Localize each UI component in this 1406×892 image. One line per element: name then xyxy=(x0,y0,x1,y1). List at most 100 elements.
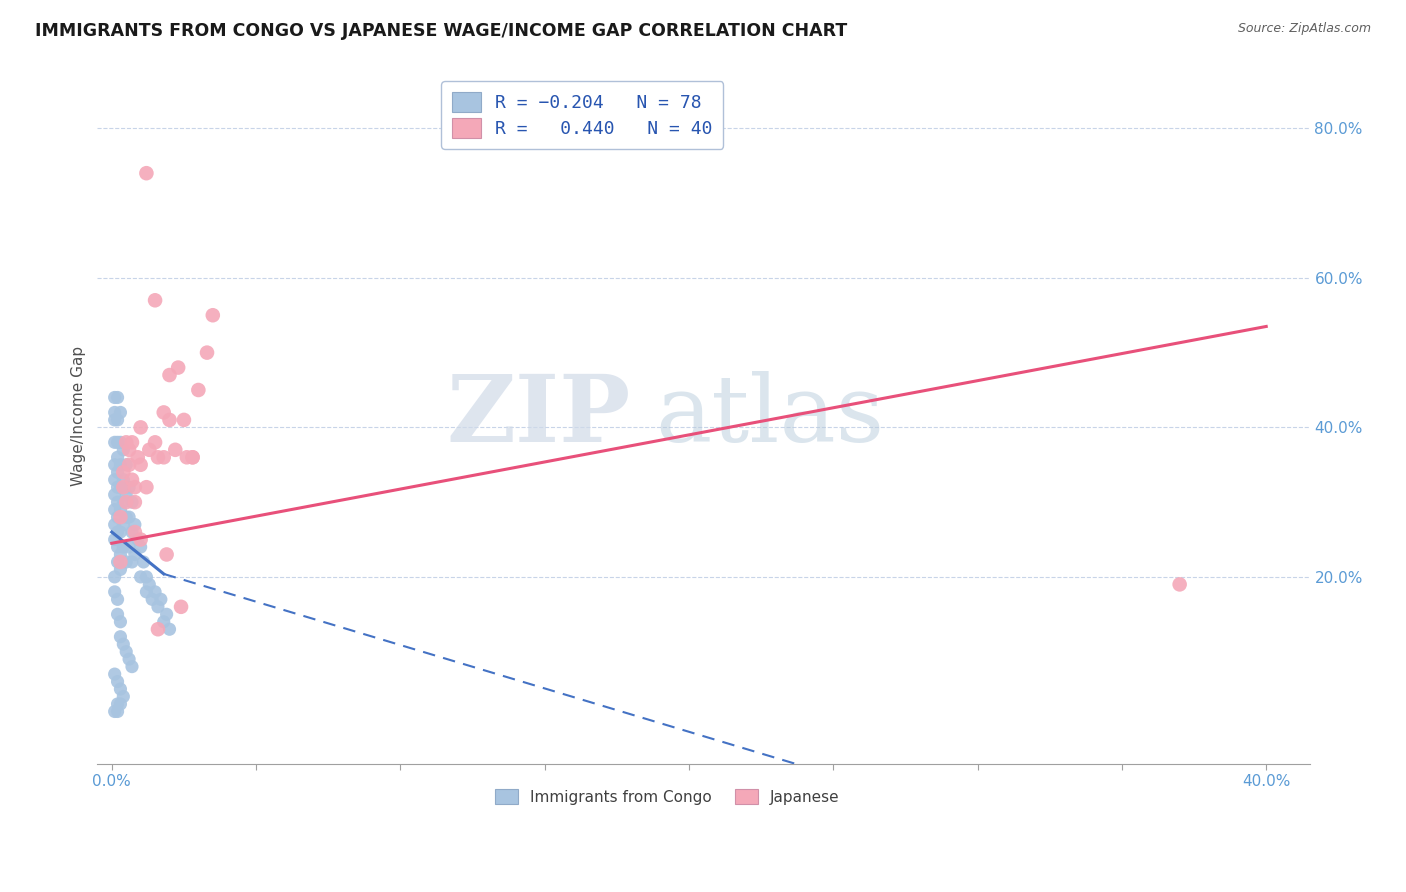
Point xyxy=(115,645,138,659)
Point xyxy=(104,391,127,405)
Point xyxy=(112,465,135,479)
Point xyxy=(104,517,127,532)
Point xyxy=(121,659,143,673)
Point xyxy=(118,442,141,457)
Y-axis label: Wage/Income Gap: Wage/Income Gap xyxy=(72,346,86,486)
Point xyxy=(107,413,129,427)
Point xyxy=(129,420,152,434)
Point xyxy=(146,450,169,465)
Point xyxy=(121,524,143,539)
Point xyxy=(110,548,132,562)
Point xyxy=(104,705,127,719)
Point xyxy=(1168,577,1191,591)
Point xyxy=(107,510,129,524)
Point xyxy=(107,540,129,554)
Point xyxy=(135,570,157,584)
Point xyxy=(146,599,169,614)
Point xyxy=(129,458,152,472)
Point xyxy=(121,435,143,450)
Point xyxy=(156,548,179,562)
Point xyxy=(104,405,127,419)
Point xyxy=(110,405,132,419)
Point xyxy=(124,524,146,539)
Point xyxy=(110,458,132,472)
Text: Source: ZipAtlas.com: Source: ZipAtlas.com xyxy=(1237,22,1371,36)
Legend: Immigrants from Congo, Japanese: Immigrants from Congo, Japanese xyxy=(484,778,851,815)
Point xyxy=(107,495,129,509)
Point xyxy=(181,450,204,465)
Point xyxy=(104,585,127,599)
Point xyxy=(115,495,138,509)
Point xyxy=(112,442,135,457)
Point xyxy=(118,540,141,554)
Point xyxy=(124,517,146,532)
Point xyxy=(107,607,129,622)
Point xyxy=(181,450,204,465)
Point xyxy=(121,473,143,487)
Point xyxy=(135,585,157,599)
Point xyxy=(112,517,135,532)
Point xyxy=(118,458,141,472)
Point xyxy=(143,585,166,599)
Text: ZIP: ZIP xyxy=(447,371,631,461)
Point xyxy=(110,555,132,569)
Point xyxy=(104,570,127,584)
Point xyxy=(110,435,132,450)
Point xyxy=(127,533,149,547)
Point xyxy=(107,705,129,719)
Point xyxy=(104,413,127,427)
Point xyxy=(146,622,169,636)
Point xyxy=(104,667,127,681)
Point xyxy=(110,502,132,516)
Point xyxy=(104,473,127,487)
Point xyxy=(165,442,187,457)
Point xyxy=(135,166,157,180)
Point xyxy=(115,435,138,450)
Point xyxy=(115,458,138,472)
Point xyxy=(176,450,198,465)
Point xyxy=(104,488,127,502)
Point xyxy=(104,533,127,547)
Point xyxy=(107,674,129,689)
Point xyxy=(167,360,190,375)
Point xyxy=(118,480,141,494)
Point xyxy=(159,413,181,427)
Point xyxy=(124,495,146,509)
Point xyxy=(107,450,129,465)
Text: IMMIGRANTS FROM CONGO VS JAPANESE WAGE/INCOME GAP CORRELATION CHART: IMMIGRANTS FROM CONGO VS JAPANESE WAGE/I… xyxy=(35,22,848,40)
Point xyxy=(115,488,138,502)
Point xyxy=(138,577,160,591)
Point xyxy=(124,548,146,562)
Point xyxy=(112,473,135,487)
Point xyxy=(124,480,146,494)
Point xyxy=(110,510,132,524)
Point xyxy=(173,413,195,427)
Point xyxy=(159,368,181,382)
Point xyxy=(107,435,129,450)
Point xyxy=(107,391,129,405)
Point xyxy=(110,615,132,629)
Point xyxy=(138,442,160,457)
Point xyxy=(104,458,127,472)
Point xyxy=(107,592,129,607)
Point xyxy=(115,555,138,569)
Point xyxy=(201,308,224,322)
Point xyxy=(112,540,135,554)
Point xyxy=(152,405,174,419)
Point xyxy=(107,480,129,494)
Point xyxy=(141,592,163,607)
Point xyxy=(112,480,135,494)
Point xyxy=(118,652,141,666)
Point xyxy=(187,383,209,397)
Point xyxy=(112,495,135,509)
Point xyxy=(152,450,174,465)
Point xyxy=(143,293,166,308)
Point xyxy=(110,562,132,576)
Point xyxy=(112,637,135,651)
Point xyxy=(107,697,129,711)
Point xyxy=(129,533,152,547)
Point xyxy=(132,555,155,569)
Point xyxy=(118,510,141,524)
Point xyxy=(104,435,127,450)
Point xyxy=(110,524,132,539)
